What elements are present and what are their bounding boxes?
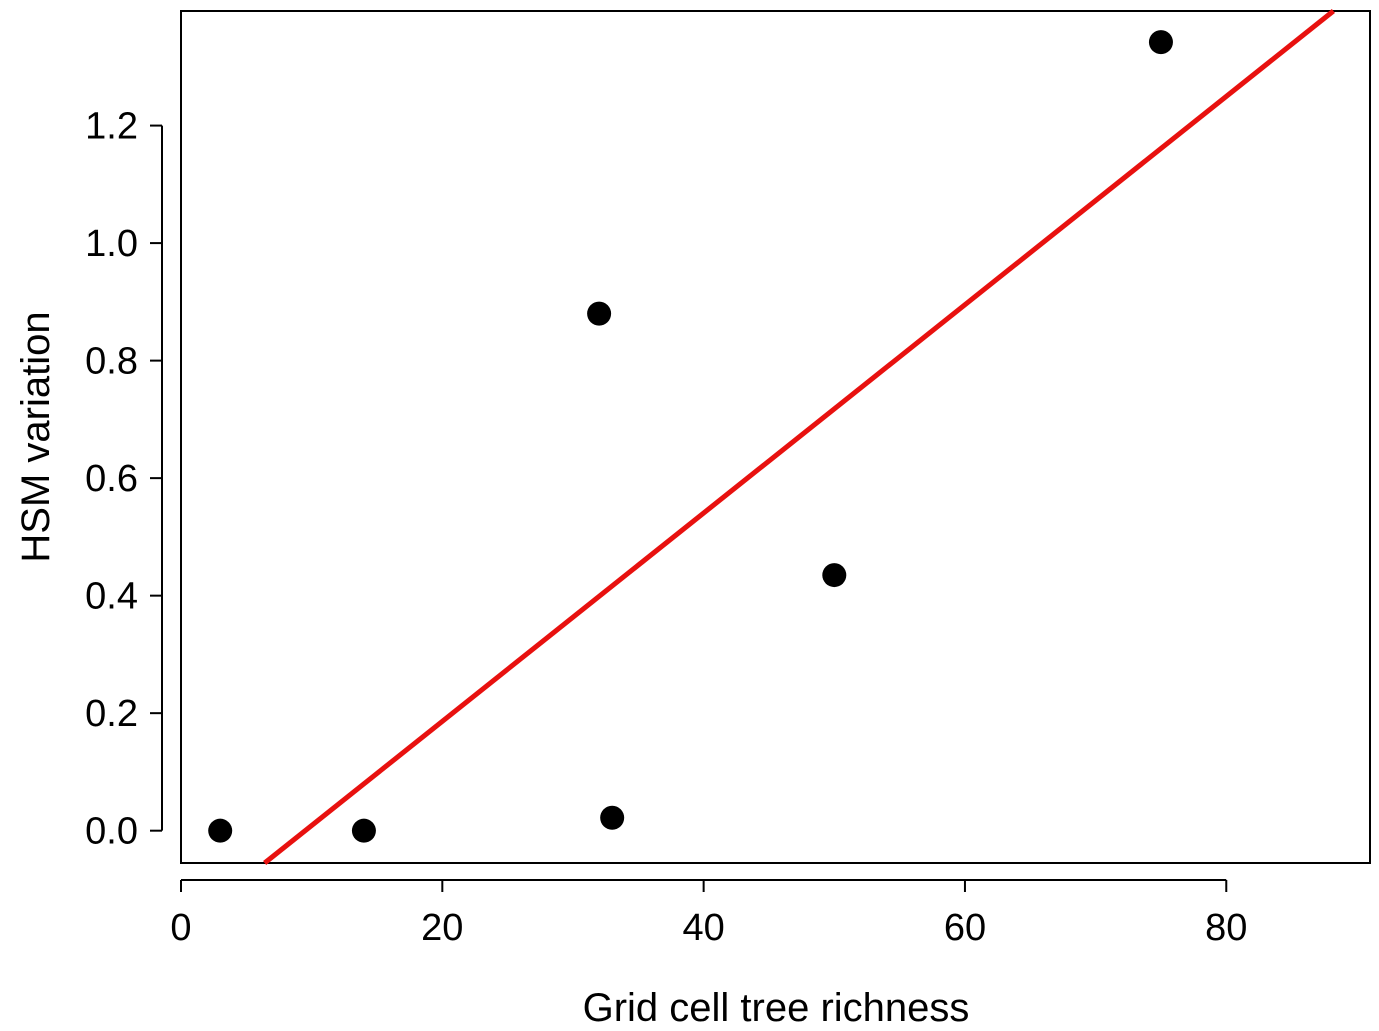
data-point xyxy=(208,818,233,843)
x-tick-label: 40 xyxy=(682,907,724,949)
x-tick-label: 60 xyxy=(944,907,986,949)
y-tick-label: 1.0 xyxy=(85,223,138,265)
x-axis: 0 20 40 60 80 xyxy=(170,879,1247,949)
data-point xyxy=(822,563,847,588)
regression-line xyxy=(263,9,1335,865)
y-tick-label: 0.6 xyxy=(85,458,138,500)
x-tick-label: 0 xyxy=(170,907,191,949)
data-point xyxy=(351,818,376,843)
x-tick-label: 80 xyxy=(1205,907,1247,949)
x-tick-label: 20 xyxy=(421,907,463,949)
data-point xyxy=(587,301,612,326)
plot-frame xyxy=(180,10,1371,864)
data-point xyxy=(600,805,625,830)
y-axis: 0.0 0.2 0.4 0.6 0.8 1.0 1.2 xyxy=(85,106,163,853)
y-tick-label: 0.4 xyxy=(85,576,138,618)
y-tick-label: 0.2 xyxy=(85,693,138,735)
y-tick-label: 0.8 xyxy=(85,341,138,383)
x-axis-title: Grid cell tree richness xyxy=(583,986,970,1030)
data-point xyxy=(1148,30,1173,55)
y-tick-label: 0.0 xyxy=(85,811,138,853)
fit-line-layer xyxy=(263,9,1335,865)
points-layer xyxy=(208,30,1173,843)
y-tick-label: 1.2 xyxy=(85,106,138,148)
y-axis-title: HSM variation xyxy=(14,311,58,562)
